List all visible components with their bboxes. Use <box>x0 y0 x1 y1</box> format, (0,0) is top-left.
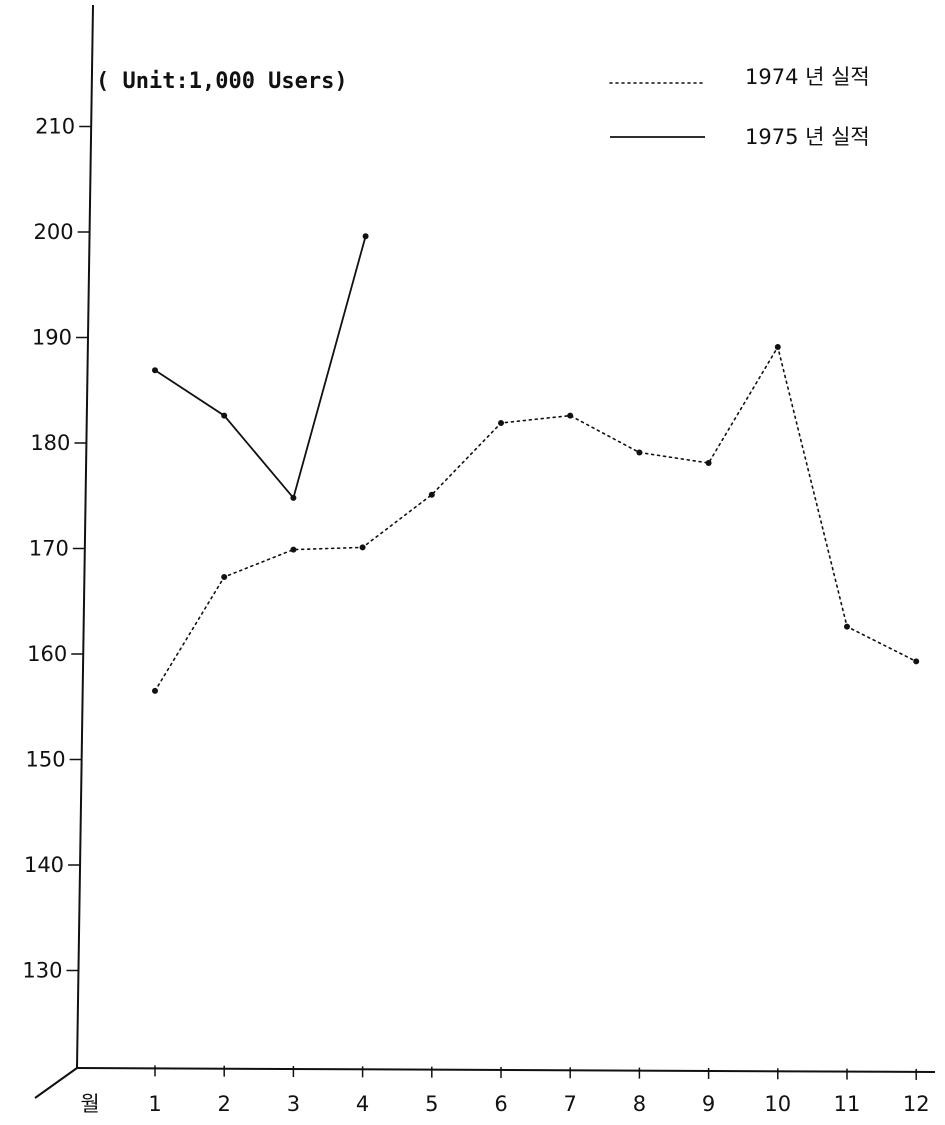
series-line-1974 <box>154 344 918 692</box>
data-point-1974 <box>290 546 297 553</box>
x-tick-label: 2 <box>218 1092 231 1116</box>
data-point-1974 <box>428 491 435 498</box>
y-tick-label: 160 <box>27 642 67 666</box>
data-point-1974 <box>913 658 920 665</box>
series-line-1975 <box>154 235 367 500</box>
y-tick-label: 180 <box>30 431 70 455</box>
x-tick-label: 5 <box>425 1092 438 1116</box>
y-ticks: 130 140 150 160 170 180 190 200 210 <box>22 115 92 983</box>
x-tick-label: 1 <box>148 1092 161 1116</box>
legend: 1974 년 실적 1975 년 실적 <box>609 65 870 149</box>
data-point-1974 <box>705 460 712 466</box>
data-point-1974 <box>221 574 228 580</box>
data-point-1974 <box>359 544 366 551</box>
data-point-1974 <box>567 412 574 419</box>
x-tick-label: 7 <box>564 1092 577 1116</box>
data-point-1975 <box>362 233 369 240</box>
axis-corner-stroke <box>34 1067 78 1099</box>
legend-label-1975: 1975 년 실적 <box>745 125 870 149</box>
data-point-1974 <box>844 623 850 630</box>
y-axis-line <box>76 4 94 1069</box>
y-tick-label: 130 <box>22 959 62 983</box>
x-tick-label: 10 <box>764 1092 791 1116</box>
y-tick-label: 190 <box>32 326 72 350</box>
y-tick-label: 150 <box>26 748 66 772</box>
x-tick-label: 11 <box>834 1092 861 1116</box>
y-tick-label: 200 <box>33 220 73 244</box>
x-ticks: 1 2 3 4 5 6 7 8 9 10 11 12 <box>148 1065 930 1116</box>
data-point-1975 <box>221 412 228 419</box>
x-tick-label: 12 <box>903 1092 930 1116</box>
x-axis-label: 월 <box>80 1092 99 1116</box>
series-layer <box>152 233 920 694</box>
y-tick-label: 170 <box>29 537 69 561</box>
data-point-1974 <box>774 344 781 350</box>
data-point-1975 <box>152 367 158 374</box>
data-point-1975 <box>290 494 297 501</box>
x-tick-label: 6 <box>494 1092 507 1116</box>
axes <box>34 4 936 1099</box>
data-point-1974 <box>636 449 643 456</box>
x-tick-label: 8 <box>633 1092 646 1116</box>
legend-label-1974: 1974 년 실적 <box>745 65 870 89</box>
data-point-1974 <box>152 687 158 694</box>
y-tick-label: 210 <box>35 115 75 139</box>
x-axis-line <box>76 1067 936 1073</box>
y-tick-label: 140 <box>24 853 64 877</box>
x-tick-label: 9 <box>702 1092 715 1116</box>
x-tick-label: 4 <box>356 1092 369 1116</box>
data-point-1974 <box>498 420 504 426</box>
x-tick-label: 3 <box>287 1092 300 1116</box>
unit-label: ( Unit:1,000 Users) <box>96 69 348 94</box>
